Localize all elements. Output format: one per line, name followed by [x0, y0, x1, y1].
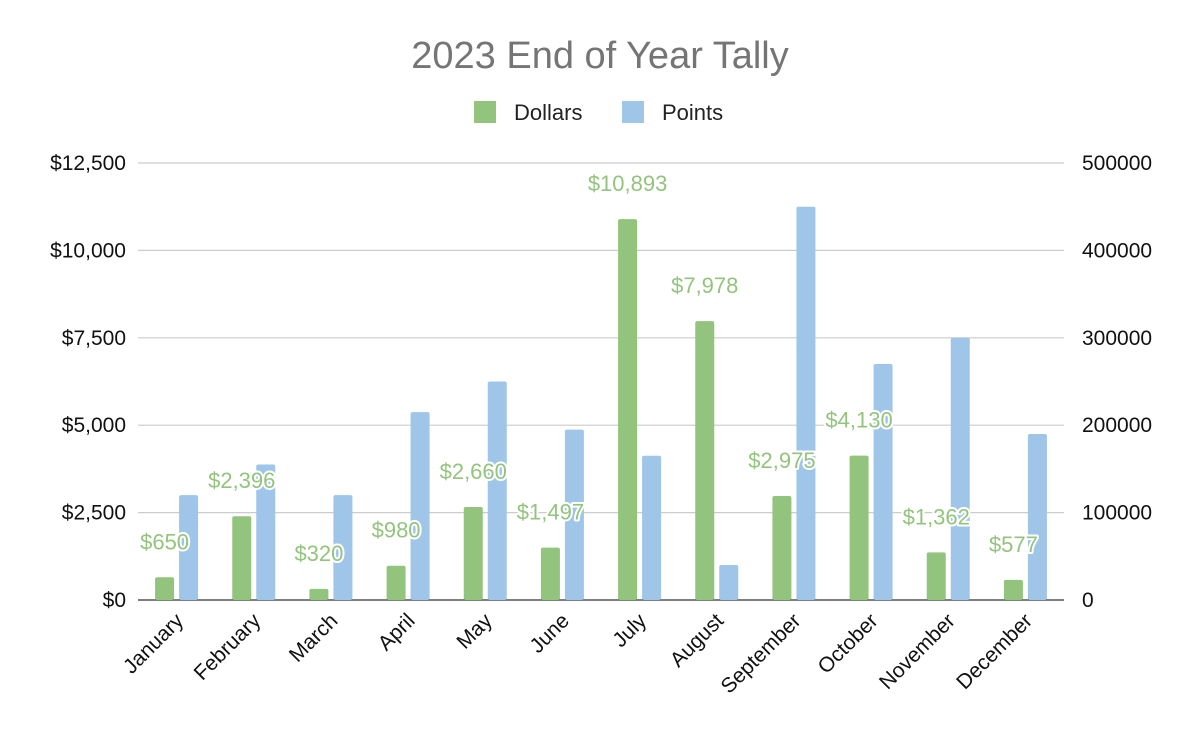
- bar-points: [410, 412, 430, 600]
- left-axis: $0 $2,500 $5,000 $7,500 $10,000 $12,500: [50, 152, 126, 612]
- bar-dollars: [155, 577, 175, 600]
- gridlines: [138, 162, 1064, 601]
- chart-title: 2023 End of Year Tally: [411, 35, 789, 77]
- data-label-dollars: $1,497: [517, 500, 584, 525]
- left-tick-label: $7,500: [62, 327, 126, 350]
- bar-points: [487, 381, 507, 600]
- bar-points: [950, 337, 970, 600]
- data-label-dollars: $2,975: [748, 448, 815, 473]
- right-tick-label: 200000: [1082, 414, 1152, 437]
- bar-points: [256, 464, 276, 600]
- left-tick-label: $5,000: [62, 414, 126, 437]
- bar-points: [796, 206, 816, 600]
- bar-dollars: [695, 321, 715, 600]
- data-label-dollars: $1,362: [903, 504, 970, 529]
- legend-label: Dollars: [514, 100, 582, 125]
- bar-points: [873, 364, 893, 600]
- x-tick-label: May: [452, 609, 497, 654]
- right-tick-label: 400000: [1082, 239, 1152, 262]
- bar-dollars: [463, 507, 483, 600]
- right-tick-label: 0: [1082, 589, 1094, 612]
- data-label-dollars: $4,130: [825, 408, 892, 433]
- legend-swatch: [474, 101, 496, 123]
- bar-points: [333, 495, 353, 600]
- legend-label: Points: [662, 100, 723, 125]
- bar-dollars: [309, 588, 329, 600]
- data-label-dollars: $7,978: [671, 273, 738, 298]
- data-label-dollars: $2,660: [440, 459, 507, 484]
- bar-points: [179, 495, 199, 600]
- x-tick-label: April: [374, 609, 420, 655]
- data-labels: $650 $2,396 $320 $980 $2,660 $1,497 $10,893 $7,…: [138, 169, 1040, 568]
- data-label-dollars: $650: [140, 529, 189, 554]
- bar-dollars: [772, 495, 792, 600]
- right-tick-label: 500000: [1082, 152, 1152, 175]
- left-tick-label: $0: [103, 589, 126, 612]
- bar-points: [564, 429, 584, 600]
- left-tick-label: $12,500: [50, 152, 126, 175]
- bar-dollars: [1003, 579, 1023, 600]
- data-label-dollars: $10,893: [588, 171, 668, 196]
- bar-dollars: [232, 516, 252, 600]
- x-tick-label: October: [814, 609, 883, 678]
- x-tick-label: March: [285, 609, 343, 667]
- legend: Dollars Points: [474, 100, 723, 125]
- bar-points: [719, 565, 739, 600]
- bar-dollars: [926, 552, 946, 600]
- bar-dollars: [618, 219, 638, 600]
- data-label-dollars: $980: [372, 518, 421, 543]
- data-label-dollars: $320: [294, 541, 343, 566]
- x-tick-label: November: [875, 609, 960, 694]
- left-tick-label: $2,500: [62, 502, 126, 525]
- bar-dollars: [540, 547, 560, 600]
- right-axis: 0 100000 200000 300000 400000 500000: [1082, 152, 1152, 612]
- data-label-dollars: $577: [989, 532, 1038, 557]
- bar-dollars: [386, 565, 406, 600]
- data-label-dollars: $2,396: [208, 468, 275, 493]
- x-tick-label: February: [190, 609, 266, 685]
- right-tick-label: 100000: [1082, 502, 1152, 525]
- right-tick-label: 300000: [1082, 327, 1152, 350]
- x-tick-label: August: [666, 609, 729, 672]
- x-axis: January February March April May June July Augu…: [119, 609, 1037, 698]
- bars: [155, 206, 1047, 600]
- bar-dollars: [849, 455, 869, 600]
- legend-swatch: [622, 101, 644, 123]
- x-tick-label: July: [608, 609, 651, 652]
- x-tick-label: June: [525, 609, 573, 657]
- x-tick-label: December: [952, 609, 1037, 694]
- x-tick-label: January: [119, 609, 188, 678]
- left-tick-label: $10,000: [50, 239, 126, 262]
- bar-points: [642, 455, 662, 600]
- x-tick-label: September: [717, 609, 806, 698]
- bar-points: [1027, 433, 1047, 600]
